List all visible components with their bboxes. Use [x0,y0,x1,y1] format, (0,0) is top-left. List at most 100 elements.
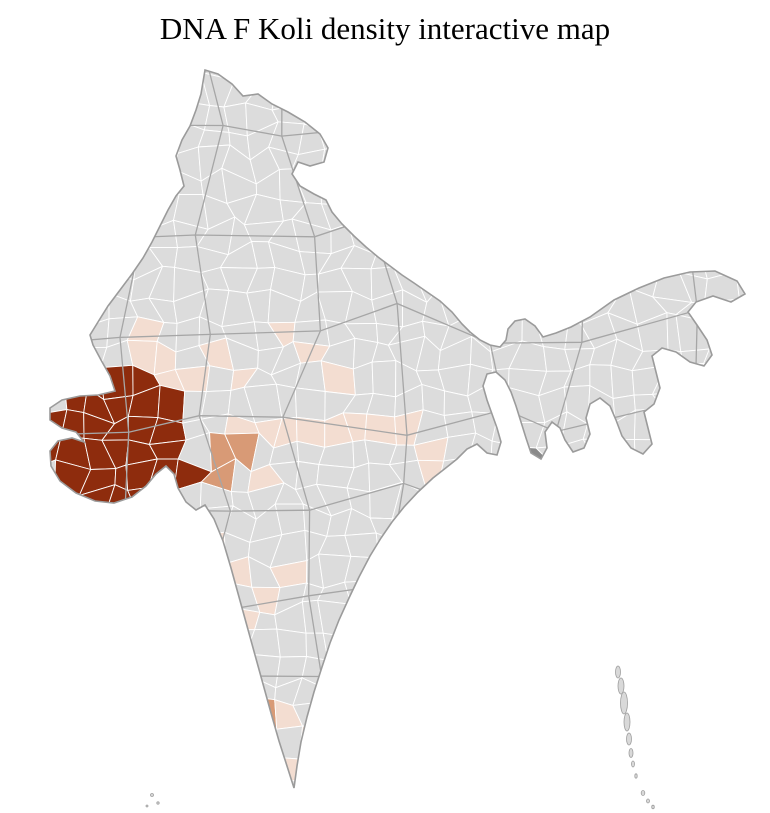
district[interactable] [637,131,661,148]
district[interactable] [414,227,441,255]
district[interactable] [748,250,770,280]
district[interactable] [564,456,597,487]
district[interactable] [247,696,278,730]
district[interactable] [610,578,640,615]
district[interactable] [748,700,770,732]
district[interactable] [606,144,639,184]
district[interactable] [583,648,608,680]
district[interactable] [154,73,175,103]
district[interactable] [437,488,473,516]
district[interactable] [730,76,760,102]
district[interactable] [656,748,688,782]
district[interactable] [56,361,91,390]
district[interactable] [531,577,572,613]
district[interactable] [105,512,141,544]
district[interactable] [567,242,596,272]
district[interactable] [676,99,704,136]
district[interactable] [388,527,422,561]
district[interactable] [728,647,761,689]
district[interactable] [87,240,115,273]
district[interactable] [99,364,134,400]
district[interactable] [748,634,770,661]
district[interactable] [54,657,88,688]
district[interactable] [205,365,235,393]
district[interactable] [33,660,68,677]
district[interactable] [632,50,668,79]
district[interactable] [701,647,733,689]
district[interactable] [760,444,770,462]
district[interactable] [466,775,493,808]
district[interactable] [678,651,713,683]
district[interactable] [611,196,637,231]
district[interactable] [729,340,759,376]
district[interactable] [463,487,494,520]
district[interactable] [749,217,770,254]
district[interactable] [151,62,183,87]
district[interactable] [398,774,425,803]
district[interactable] [662,169,682,208]
district[interactable] [31,72,64,98]
district[interactable] [657,456,691,484]
district[interactable] [610,99,641,133]
district[interactable] [509,191,545,228]
district[interactable] [748,269,770,301]
district[interactable] [389,553,422,584]
district[interactable] [749,492,770,518]
district[interactable] [735,51,760,85]
district[interactable] [363,148,404,184]
district[interactable] [441,602,476,633]
district[interactable] [200,746,227,778]
district[interactable] [728,683,761,705]
district[interactable] [509,123,545,154]
district[interactable] [37,242,68,275]
district[interactable] [294,387,326,422]
district[interactable] [617,50,638,79]
district[interactable] [631,365,667,396]
district[interactable] [422,631,449,658]
district[interactable] [488,170,511,200]
district[interactable] [703,363,740,398]
district[interactable] [106,100,133,133]
district[interactable] [536,172,567,200]
district[interactable] [127,771,156,806]
district[interactable] [320,146,354,175]
district[interactable] [532,242,572,269]
district[interactable] [515,487,543,516]
district[interactable] [123,126,154,157]
district[interactable] [79,748,111,784]
district[interactable] [595,483,619,515]
district[interactable] [589,216,613,249]
district[interactable] [420,196,441,231]
district[interactable] [61,321,91,349]
district[interactable] [485,240,520,280]
district[interactable] [33,529,66,557]
district[interactable] [294,360,326,392]
district[interactable] [247,55,285,89]
district[interactable] [679,506,712,544]
district[interactable] [677,76,710,107]
district[interactable] [732,540,759,567]
district[interactable] [630,678,662,707]
district[interactable] [660,506,685,544]
district[interactable] [109,539,134,560]
district[interactable] [344,532,380,559]
district[interactable] [632,530,662,562]
district[interactable] [680,216,712,252]
district[interactable] [30,481,58,518]
district[interactable] [467,696,491,730]
district[interactable] [127,745,164,773]
district[interactable] [708,51,739,84]
district[interactable] [492,632,524,664]
district[interactable] [322,632,353,661]
district[interactable] [731,146,764,179]
district[interactable] [154,609,184,638]
district[interactable] [417,708,451,735]
district[interactable] [607,245,644,278]
district[interactable] [393,607,428,637]
district[interactable] [660,216,684,251]
district[interactable] [535,745,573,783]
island[interactable] [623,712,631,732]
district[interactable] [36,95,67,136]
district[interactable] [342,652,377,687]
district[interactable] [537,110,566,131]
